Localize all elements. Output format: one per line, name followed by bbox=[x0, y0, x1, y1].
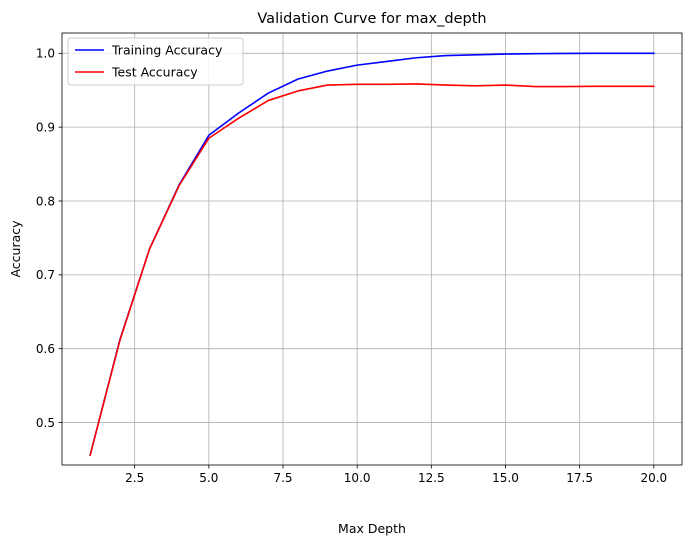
y-tick-label: 1.0 bbox=[36, 47, 55, 61]
y-tick-label: 0.6 bbox=[36, 342, 55, 356]
y-tick-label: 0.9 bbox=[36, 120, 55, 134]
x-axis-ticks: 2.5 5.0 7.5 10.0 12.5 15.0 17.5 20.0 bbox=[125, 465, 667, 485]
legend-label-test: Test Accuracy bbox=[111, 65, 198, 80]
plot-frame bbox=[61, 32, 683, 466]
x-tick-label: 2.5 bbox=[125, 471, 144, 485]
x-tick-label: 17.5 bbox=[566, 471, 593, 485]
x-tick-label: 7.5 bbox=[273, 471, 292, 485]
series-layer bbox=[89, 52, 655, 457]
grid-lines bbox=[62, 33, 682, 465]
y-tick-label: 0.8 bbox=[36, 194, 55, 208]
x-tick-label: 5.0 bbox=[199, 471, 218, 485]
x-tick-label: 12.5 bbox=[418, 471, 445, 485]
legend-box bbox=[67, 37, 244, 86]
y-tick-label: 0.7 bbox=[36, 268, 55, 282]
x-tick-label: 20.0 bbox=[640, 471, 667, 485]
series-line-test-accuracy bbox=[89, 83, 655, 457]
y-axis-ticks: 0.5 0.6 0.7 0.8 0.9 1.0 bbox=[36, 47, 62, 430]
legend: Training Accuracy Test Accuracy bbox=[67, 37, 244, 86]
y-axis-label: Accuracy bbox=[8, 220, 23, 278]
y-tick-label: 0.5 bbox=[36, 416, 55, 430]
legend-label-training: Training Accuracy bbox=[111, 43, 223, 58]
x-axis-label: Max Depth bbox=[338, 521, 406, 536]
chart-title: Validation Curve for max_depth bbox=[257, 11, 486, 27]
x-tick-label: 10.0 bbox=[344, 471, 371, 485]
x-tick-label: 15.0 bbox=[492, 471, 519, 485]
